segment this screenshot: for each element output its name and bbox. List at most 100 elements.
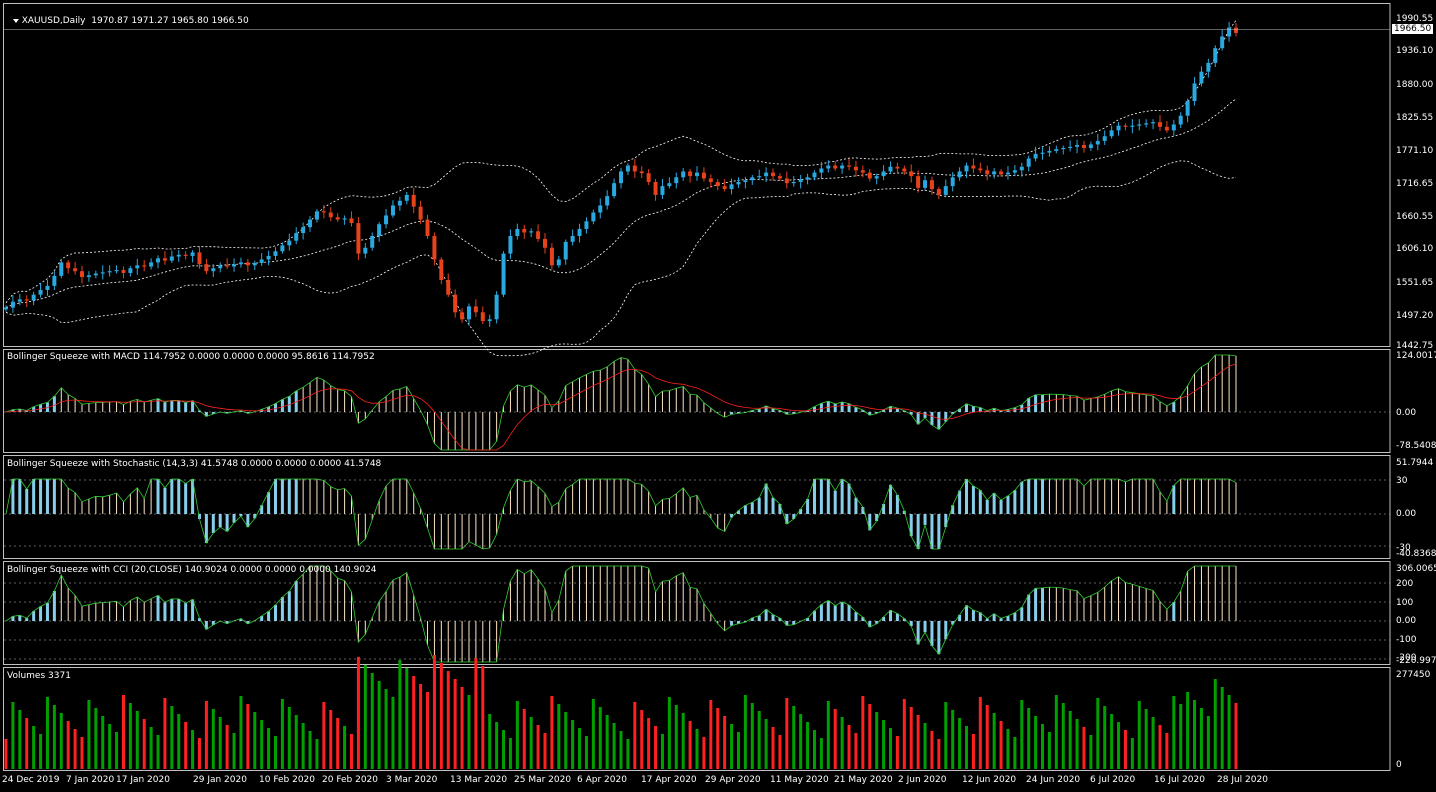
candle-body xyxy=(460,312,465,320)
indicator-scale-label: 306.0065 xyxy=(1396,564,1436,574)
indicator-scale-label: -200 xyxy=(1396,653,1417,663)
candle-body xyxy=(881,171,886,177)
candle-body xyxy=(625,165,630,172)
candle-body xyxy=(446,279,451,295)
candle-body xyxy=(764,172,769,177)
candle-body xyxy=(31,294,36,301)
candle-body xyxy=(667,183,672,187)
candle-body xyxy=(404,194,409,201)
candle-body xyxy=(238,262,243,265)
candle-body xyxy=(294,233,299,241)
price-scale-label: 1551.65 xyxy=(1396,278,1434,288)
volume-pane-label: Volumes 3371 xyxy=(7,671,71,681)
candle-body xyxy=(1109,130,1114,137)
candle-body xyxy=(591,212,596,222)
candle-body xyxy=(384,215,389,225)
candle-body xyxy=(197,252,202,265)
candle-body xyxy=(259,259,264,263)
candle-body xyxy=(280,245,285,252)
candle-body xyxy=(397,200,402,206)
candle-body xyxy=(1185,101,1190,116)
candle-body xyxy=(10,301,15,308)
candle-body xyxy=(681,171,686,178)
bollinger-upper-band xyxy=(5,20,1237,304)
price-scale-label: 1716.65 xyxy=(1396,179,1434,189)
candle-body xyxy=(695,172,700,177)
candle-body xyxy=(1178,115,1183,125)
time-axis-label: 25 Mar 2020 xyxy=(514,775,572,785)
macd-line xyxy=(5,354,1237,451)
candle-body xyxy=(1047,150,1052,153)
candle-body xyxy=(529,231,534,233)
time-axis-label: 13 Mar 2020 xyxy=(450,775,508,785)
candle-body xyxy=(936,189,941,195)
candle-body xyxy=(715,182,720,187)
candle-body xyxy=(1220,36,1225,49)
candle-body xyxy=(66,262,71,269)
candle-body xyxy=(45,285,50,290)
candle-body xyxy=(363,247,368,254)
candle-body xyxy=(598,205,603,213)
candle-body xyxy=(964,165,969,172)
candle-body xyxy=(536,231,541,239)
bollinger-lower-band xyxy=(5,160,1237,357)
candle-body xyxy=(798,179,803,183)
candle-body xyxy=(342,218,347,220)
candle-body xyxy=(1123,125,1128,127)
candle-body xyxy=(273,251,278,256)
candle-body xyxy=(100,272,105,274)
candle-body xyxy=(570,235,575,242)
candle-body xyxy=(542,238,547,248)
candle-body xyxy=(909,171,914,177)
candle-body xyxy=(24,299,29,301)
pane-frame xyxy=(3,349,1391,453)
price-scale-label: 1497.20 xyxy=(1396,311,1434,321)
candle-body xyxy=(563,241,568,260)
time-axis-label: 3 Mar 2020 xyxy=(386,775,438,785)
chevron-down-icon[interactable] xyxy=(12,18,19,23)
candle-body xyxy=(826,165,831,169)
candle-body xyxy=(819,168,824,173)
candle-body xyxy=(847,165,852,167)
candle-body xyxy=(757,176,762,178)
candle-body xyxy=(1171,124,1176,131)
candle-body xyxy=(632,165,637,172)
time-axis-label: 29 Jan 2020 xyxy=(193,775,247,785)
macd-pane-label: Bollinger Squeeze with MACD 114.7952 0.0… xyxy=(7,352,375,362)
indicator-scale-label: -100 xyxy=(1396,635,1417,645)
candle-body xyxy=(1234,27,1238,33)
candle-body xyxy=(923,180,928,188)
candle-body xyxy=(1206,62,1211,72)
symbol-header[interactable]: XAUUSD,Daily 1970.87 1971.27 1965.80 196… xyxy=(7,5,249,27)
candle-body xyxy=(156,258,161,263)
candle-body xyxy=(473,306,478,313)
candle-body xyxy=(1213,48,1218,63)
candle-body xyxy=(328,212,333,218)
current-price-tag: 1966.50 xyxy=(1392,24,1434,34)
candle-body xyxy=(370,235,375,248)
candle-body xyxy=(356,223,361,254)
time-axis-label: 28 Jul 2020 xyxy=(1217,775,1268,785)
candle-body xyxy=(480,312,485,322)
price-scale-label: 1606.10 xyxy=(1396,244,1434,254)
candle-body xyxy=(190,252,195,256)
candle-body xyxy=(1075,145,1080,147)
candle-body xyxy=(895,166,900,169)
candle-body xyxy=(508,235,513,254)
indicator-scale-label: 100 xyxy=(1396,598,1414,608)
price-scale-label: 1825.55 xyxy=(1396,113,1434,123)
candle-body xyxy=(494,294,499,320)
candle-body xyxy=(639,171,644,174)
candle-body xyxy=(149,262,154,267)
candle-body xyxy=(38,289,43,295)
candle-body xyxy=(1026,158,1031,167)
candle-body xyxy=(805,177,810,180)
candle-body xyxy=(1019,166,1024,171)
candle-body xyxy=(999,171,1004,175)
candle-body xyxy=(1151,122,1156,124)
macd-signal-line xyxy=(5,363,1237,451)
candle-body xyxy=(52,275,57,286)
candle-body xyxy=(1088,144,1093,148)
candle-body xyxy=(1054,149,1059,151)
